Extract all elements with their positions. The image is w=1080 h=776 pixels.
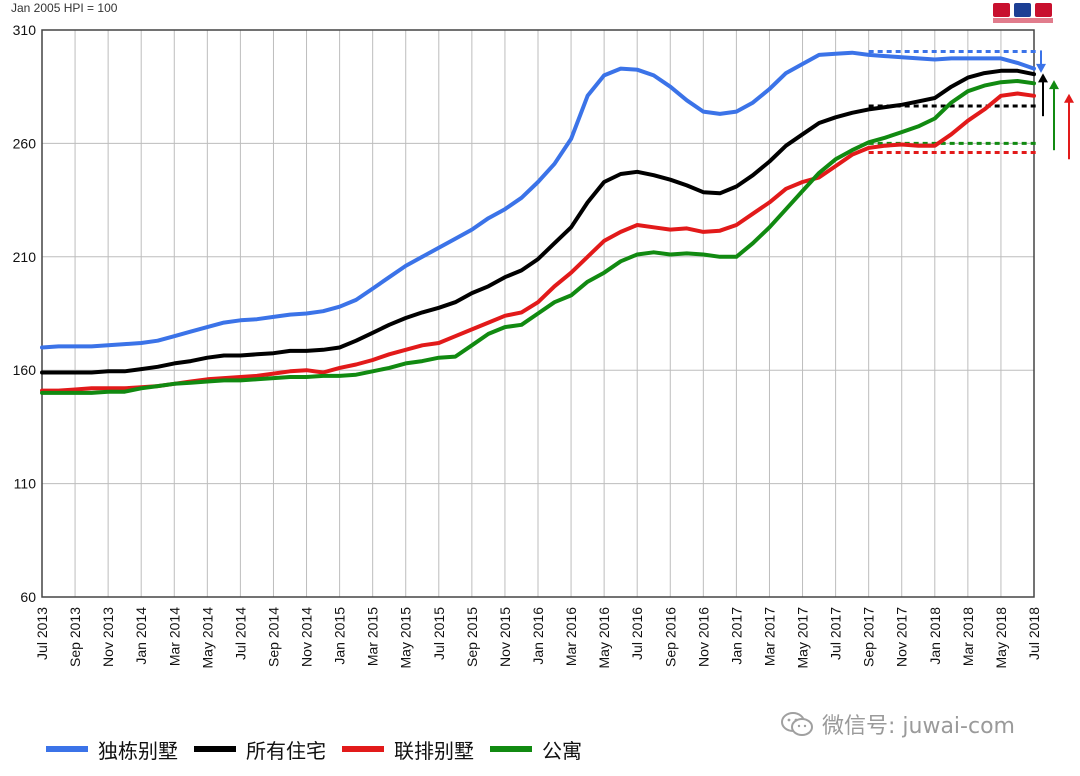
wechat-id-text: 微信号: juwai-com <box>822 714 1015 739</box>
mls-logo <box>993 3 1053 25</box>
wechat-icon <box>781 712 813 736</box>
y-tick-label: 60 <box>20 589 36 605</box>
y-tick-label: 260 <box>13 135 37 151</box>
x-tick-label: Jan 2016 <box>530 607 546 665</box>
x-tick-label: Mar 2017 <box>761 607 777 666</box>
legend-swatch <box>490 746 532 752</box>
x-tick-label: Jul 2017 <box>828 607 844 660</box>
x-tick-label: Jan 2015 <box>332 607 348 665</box>
mls-logo-subtitle <box>993 18 1053 23</box>
x-tick-label: Jan 2018 <box>927 607 943 665</box>
legend-item: 公寓 <box>490 735 582 764</box>
hpi-base-note: Jan 2005 HPI = 100 <box>11 1 118 15</box>
trend-arrows <box>1036 50 1074 160</box>
mls-logo-block-s <box>1035 3 1052 17</box>
x-tick-label: Nov 2016 <box>695 607 711 667</box>
legend-item: 独栋别墅 <box>46 735 178 764</box>
trend-arrow-up-icon <box>1038 73 1048 83</box>
trend-arrow-up-icon <box>1049 80 1059 90</box>
x-tick-label: Jan 2017 <box>728 607 744 665</box>
y-tick-label: 310 <box>13 22 37 38</box>
x-tick-label: Sep 2016 <box>662 607 678 667</box>
y-tick-label: 110 <box>14 476 37 492</box>
axes: Jul 2013 Sep 2013 Nov 2013 Jan 2014 Mar 2014… <box>13 22 1042 668</box>
mls-logo-block-l <box>1014 3 1031 17</box>
x-tick-label: Mar 2018 <box>960 607 976 666</box>
x-tick-label: Mar 2015 <box>365 607 381 666</box>
series-lines <box>40 50 1036 395</box>
x-tick-label: Sep 2013 <box>67 607 83 667</box>
x-tick-label: May 2018 <box>993 607 1009 669</box>
x-tick-label: May 2016 <box>596 607 612 669</box>
x-tick-label: Sep 2017 <box>861 607 877 667</box>
x-tick-label: Jul 2018 <box>1026 607 1042 660</box>
chart-legend: 独栋别墅 所有住宅 联排别墅 公寓 <box>46 733 598 765</box>
x-tick-label: Sep 2015 <box>464 607 480 667</box>
x-tick-label: Jan 2014 <box>133 607 149 665</box>
x-tick-label: Nov 2013 <box>100 607 116 667</box>
series-line <box>40 91 1036 393</box>
x-tick-label: Nov 2015 <box>497 607 513 667</box>
x-tick-label: Nov 2014 <box>299 607 315 667</box>
series-line <box>40 68 1036 375</box>
legend-swatch <box>46 746 88 752</box>
y-tick-label: 210 <box>13 249 37 265</box>
mls-logo-block-m <box>993 3 1010 17</box>
x-tick-label: May 2017 <box>795 607 811 669</box>
wechat-watermark: 微信号: juwai-com <box>780 708 1015 740</box>
x-tick-label: May 2014 <box>199 607 215 669</box>
x-tick-label: Mar 2014 <box>166 607 182 666</box>
x-tick-label: Jul 2016 <box>629 607 645 660</box>
x-tick-label: Jul 2015 <box>431 607 447 660</box>
x-tick-label: May 2015 <box>398 607 414 669</box>
legend-item: 所有住宅 <box>194 735 326 764</box>
x-tick-label: Jul 2013 <box>34 607 50 660</box>
plot-frame <box>41 29 1035 598</box>
x-tick-label: Nov 2017 <box>894 607 910 667</box>
series-line <box>40 50 1036 350</box>
trend-arrow-down-icon <box>1036 63 1046 73</box>
legend-swatch <box>342 746 384 752</box>
legend-label: 独栋别墅 <box>98 738 178 763</box>
x-tick-label: Sep 2014 <box>265 607 281 667</box>
legend-label: 所有住宅 <box>246 738 326 763</box>
legend-label: 联排别墅 <box>394 738 474 763</box>
legend-label: 公寓 <box>542 738 582 763</box>
y-tick-label: 160 <box>13 362 37 378</box>
series-line <box>40 79 1036 395</box>
legend-swatch <box>194 746 236 752</box>
legend-item: 联排别墅 <box>342 735 474 764</box>
x-tick-label: Mar 2016 <box>563 607 579 666</box>
x-tick-label: Jul 2014 <box>232 607 248 660</box>
trend-arrow-up-icon <box>1064 93 1074 103</box>
